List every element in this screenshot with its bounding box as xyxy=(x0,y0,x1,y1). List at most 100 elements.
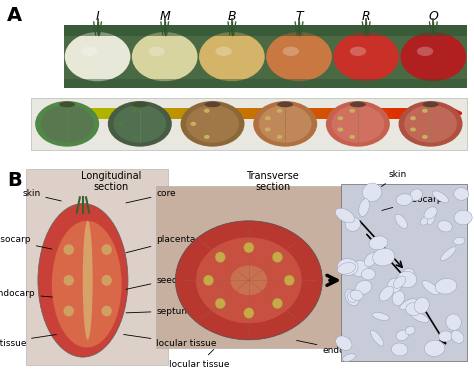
Bar xyxy=(341,184,467,361)
Bar xyxy=(392,108,397,119)
Ellipse shape xyxy=(371,330,384,346)
Text: seed: seed xyxy=(126,276,178,289)
Ellipse shape xyxy=(108,101,172,147)
Ellipse shape xyxy=(438,331,452,342)
Text: locular tissue: locular tissue xyxy=(124,334,217,348)
Text: skin: skin xyxy=(382,170,407,187)
Bar xyxy=(368,108,373,119)
Bar xyxy=(280,108,285,119)
Ellipse shape xyxy=(393,276,406,288)
Ellipse shape xyxy=(405,326,415,335)
Bar xyxy=(396,108,401,119)
Ellipse shape xyxy=(410,127,416,131)
Bar xyxy=(372,108,377,119)
Text: T: T xyxy=(295,10,303,23)
Bar xyxy=(380,108,385,119)
Bar xyxy=(332,108,337,119)
Ellipse shape xyxy=(422,135,428,139)
Bar xyxy=(296,108,301,119)
Bar xyxy=(196,108,201,119)
Bar xyxy=(216,108,220,119)
Ellipse shape xyxy=(347,291,357,303)
Bar xyxy=(424,108,429,119)
Ellipse shape xyxy=(350,102,366,107)
Ellipse shape xyxy=(379,286,394,301)
Ellipse shape xyxy=(132,32,198,81)
Ellipse shape xyxy=(132,102,148,107)
Ellipse shape xyxy=(435,278,457,294)
Bar xyxy=(340,108,345,119)
Ellipse shape xyxy=(335,208,355,223)
Bar xyxy=(292,108,297,119)
Ellipse shape xyxy=(365,253,377,266)
Bar xyxy=(436,108,441,119)
Bar xyxy=(360,108,365,119)
Bar xyxy=(272,108,277,119)
Bar xyxy=(83,108,88,119)
Bar xyxy=(260,108,264,119)
Ellipse shape xyxy=(373,248,395,266)
Bar xyxy=(64,25,467,88)
Ellipse shape xyxy=(326,101,390,147)
Ellipse shape xyxy=(253,101,317,147)
Bar xyxy=(352,108,357,119)
Bar xyxy=(232,108,237,119)
Bar xyxy=(324,108,328,119)
Text: endocarp: endocarp xyxy=(0,289,56,298)
Bar xyxy=(128,108,132,119)
Ellipse shape xyxy=(349,109,355,113)
Bar xyxy=(59,108,64,119)
Ellipse shape xyxy=(417,47,433,56)
Bar xyxy=(356,108,361,119)
Bar xyxy=(224,108,228,119)
Ellipse shape xyxy=(422,109,428,113)
Text: I: I xyxy=(96,10,100,23)
Ellipse shape xyxy=(204,102,220,107)
Ellipse shape xyxy=(272,252,283,263)
Text: skin: skin xyxy=(22,189,61,201)
Ellipse shape xyxy=(148,47,165,56)
Ellipse shape xyxy=(118,122,124,126)
Text: core: core xyxy=(126,189,176,203)
Text: mesocarp: mesocarp xyxy=(382,195,443,210)
Bar xyxy=(344,108,349,119)
Ellipse shape xyxy=(101,275,112,286)
Bar xyxy=(420,108,425,119)
Bar xyxy=(51,108,56,119)
Ellipse shape xyxy=(424,340,445,356)
Ellipse shape xyxy=(350,47,366,56)
Ellipse shape xyxy=(451,331,464,343)
Bar xyxy=(160,108,164,119)
Ellipse shape xyxy=(101,244,112,255)
Ellipse shape xyxy=(203,275,214,286)
Ellipse shape xyxy=(204,135,210,139)
Text: M: M xyxy=(159,10,170,23)
Ellipse shape xyxy=(420,215,431,225)
Bar xyxy=(72,108,76,119)
Bar xyxy=(312,108,317,119)
Text: O: O xyxy=(428,10,438,23)
Bar xyxy=(240,108,245,119)
Ellipse shape xyxy=(401,32,466,81)
Ellipse shape xyxy=(64,275,74,286)
Bar xyxy=(139,108,145,119)
Bar xyxy=(348,108,353,119)
Bar xyxy=(288,108,292,119)
Ellipse shape xyxy=(64,306,74,316)
Bar xyxy=(188,108,192,119)
Ellipse shape xyxy=(265,127,271,131)
Bar xyxy=(255,108,261,119)
Bar xyxy=(55,108,60,119)
Bar xyxy=(444,108,449,119)
Bar xyxy=(320,108,325,119)
Ellipse shape xyxy=(438,220,452,232)
Ellipse shape xyxy=(64,244,74,255)
Bar xyxy=(116,108,120,119)
Text: R: R xyxy=(362,10,371,23)
Ellipse shape xyxy=(424,207,437,219)
Bar xyxy=(252,108,256,119)
Bar xyxy=(244,108,248,119)
Ellipse shape xyxy=(351,260,368,276)
Ellipse shape xyxy=(428,209,436,225)
Bar xyxy=(219,108,225,119)
